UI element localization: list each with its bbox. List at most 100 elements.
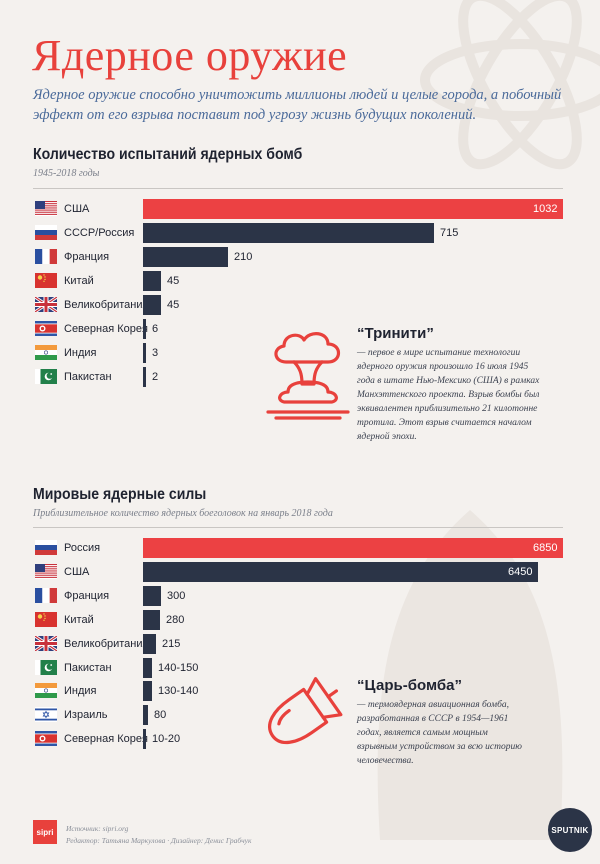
chart-row: Великобритания 215 [33, 633, 573, 654]
value-label: 2 [152, 371, 159, 383]
flag-ru-icon [35, 225, 57, 240]
value-label: 140-150 [158, 661, 199, 674]
tests-chart-divider [33, 188, 563, 189]
value-label: 10-20 [152, 733, 181, 746]
value-label: 1032 [533, 203, 558, 215]
flag-us-icon [35, 201, 57, 216]
background-atom-decoration [420, 0, 600, 170]
page-lead: Ядерное оружие способно уничтожить милли… [33, 87, 562, 123]
chart-row: Пакистан 140-150 [33, 657, 573, 678]
background-missile-decoration [377, 510, 563, 840]
flag-fr-icon [35, 587, 57, 603]
value-label: 715 [440, 227, 459, 239]
tests-chart-subtitle: 1945-2018 годы [33, 168, 100, 179]
trinity-text: — первое в мире испытание технологии яде… [357, 348, 540, 442]
country-label: Индия [64, 685, 97, 698]
bar [143, 705, 148, 726]
flag-il-icon [35, 707, 57, 723]
flag-pk-icon [35, 659, 57, 675]
flag-pk-icon [35, 369, 57, 384]
country-label: Великобритания [64, 637, 149, 650]
chart-row: Индия 130-140 [33, 681, 573, 702]
bar [143, 271, 161, 291]
country-label: Китай [64, 613, 94, 626]
chart-row: Великобритания 45 [33, 295, 573, 315]
chart-row: Индия 3 [33, 343, 573, 363]
value-label: 6450 [508, 565, 533, 578]
value-label: 3 [152, 347, 159, 359]
bar [143, 681, 152, 702]
flag-cn-icon [35, 611, 57, 627]
chart-row: Россия 6850 [33, 538, 573, 558]
footer-source: Источник: sipri.org [66, 824, 129, 833]
country-label: Франция [64, 251, 110, 263]
chart-row: Франция 210 [33, 247, 573, 267]
country-label: Пакистан [64, 371, 112, 383]
arsenal-chart-title: Мировые ядерные силы [33, 486, 207, 503]
page-title: Ядерное оружие [32, 31, 348, 80]
country-label: Великобритания [64, 299, 149, 311]
bar [143, 295, 161, 315]
flag-in-icon [35, 345, 57, 360]
flag-ru-icon [35, 540, 57, 555]
value-label: 210 [234, 251, 253, 263]
bar [143, 223, 434, 243]
value-label: 280 [166, 613, 185, 626]
chart-row: Китай 45 [33, 271, 573, 291]
country-label: Франция [64, 589, 110, 602]
sputnik-logo: SPUTNIK [548, 808, 592, 852]
bar [143, 561, 538, 582]
chart-row: СССР/Россия 715 [33, 223, 573, 243]
value-label: 45 [167, 275, 180, 287]
bar [143, 633, 156, 654]
mushroom-cloud-icon [266, 332, 350, 420]
value-label: 80 [154, 709, 167, 722]
country-label: Израиль [64, 709, 108, 722]
flag-in-icon [35, 683, 57, 699]
country-label: США [64, 203, 90, 215]
bar [143, 199, 563, 219]
value-label: 300 [167, 589, 186, 602]
country-label: Пакистан [64, 661, 112, 674]
chart-row: Северная Корея 6 [33, 319, 573, 339]
footer-credits: Редактор: Татьяна Маркулова · Дизайнер: … [66, 836, 252, 845]
value-label: 45 [167, 299, 180, 311]
country-label: Китай [64, 275, 94, 287]
bar [143, 538, 563, 558]
value-label: 130-140 [158, 685, 199, 698]
country-label: Индия [64, 347, 97, 359]
chart-row: США 6450 [33, 561, 573, 582]
chart-row: Пакистан 2 [33, 367, 573, 387]
bar [143, 729, 146, 750]
tsar-bomba-title: “Царь-бомба” [357, 677, 462, 694]
country-label: США [64, 565, 90, 578]
bar [143, 343, 146, 363]
value-label: 6850 [533, 542, 558, 554]
bar [143, 585, 161, 606]
country-label: Россия [64, 542, 101, 554]
bomb-icon [268, 677, 343, 745]
tsar-bomba-text: — термоядерная авиационная бомба, разраб… [357, 700, 522, 766]
country-label: СССР/Россия [64, 227, 135, 239]
arsenal-chart-subtitle: Приблизительное количество ядерных боего… [33, 508, 333, 519]
flag-kp-icon [35, 731, 57, 747]
value-label: 215 [162, 637, 181, 650]
flag-us-icon [35, 563, 57, 579]
trinity-title: “Тринити” [357, 325, 434, 342]
flag-gb-icon [35, 635, 57, 651]
bar [143, 319, 146, 339]
tests-chart-title: Количество испытаний ядерных бомб [33, 146, 303, 163]
bar [143, 247, 228, 267]
bar [143, 609, 160, 630]
bar [143, 367, 146, 387]
flag-kp-icon [35, 321, 57, 336]
chart-row: Франция 300 [33, 585, 573, 606]
arsenal-chart-divider [33, 527, 563, 528]
country-label: Северная Корея [64, 323, 148, 335]
country-label: Северная Корея [64, 733, 148, 746]
value-label: 6 [152, 323, 159, 335]
chart-row: Китай 280 [33, 609, 573, 630]
chart-row: Северная Корея 10-20 [33, 729, 573, 750]
flag-cn-icon [35, 273, 57, 288]
chart-row: Израиль 80 [33, 705, 573, 726]
